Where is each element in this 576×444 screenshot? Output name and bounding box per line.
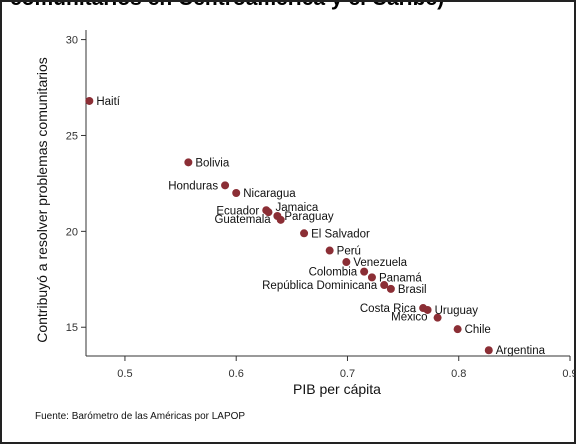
- point-label: Nicaragua: [243, 188, 296, 200]
- data-point: [386, 284, 395, 293]
- point-label: Panamá: [379, 272, 422, 284]
- data-point: [184, 158, 193, 167]
- data-point: [221, 181, 230, 190]
- data-point: [300, 229, 309, 238]
- chart-title-partial: comunitarios en Centroamérica y el Carib…: [0, 0, 576, 13]
- point-label: Guatemala: [214, 214, 271, 226]
- data-point: [380, 281, 389, 290]
- x-axis-title: PIB per cápita: [293, 381, 381, 397]
- data-point: [85, 96, 94, 105]
- point-label: Honduras: [168, 180, 218, 192]
- point-label: Uruguay: [435, 305, 479, 317]
- point-label: Brasil: [398, 284, 427, 296]
- x-tick-label: 0.6: [229, 368, 244, 380]
- data-points: [85, 96, 493, 355]
- point-label: México: [391, 312, 427, 324]
- data-point: [484, 346, 493, 355]
- data-point: [453, 325, 462, 334]
- data-point: [264, 208, 273, 217]
- data-point: [276, 215, 285, 224]
- point-label: Venezuela: [353, 257, 407, 269]
- point-label: Argentina: [496, 345, 546, 357]
- data-point: [360, 267, 369, 276]
- point-label: Costa Rica: [360, 303, 417, 315]
- data-point: [325, 246, 334, 255]
- data-point: [342, 258, 351, 267]
- point-label: Haití: [96, 96, 120, 108]
- point-label: El Salvador: [311, 228, 370, 240]
- y-axis-title: Contribuyó a resolver problemas comunita…: [34, 57, 50, 343]
- data-point: [423, 305, 432, 314]
- point-label: Jamaica: [275, 202, 318, 214]
- point-label: Colombia: [309, 267, 358, 279]
- x-tick-label: 0.8: [451, 368, 466, 380]
- y-tick-label: 15: [66, 322, 78, 334]
- point-label: Paraguay: [284, 211, 333, 223]
- point-label: República Dominicana: [262, 280, 378, 292]
- y-tick-label: 20: [66, 226, 78, 238]
- source-note: Fuente: Barómetro de las Américas por LA…: [35, 411, 246, 422]
- y-tick-label: 25: [66, 130, 78, 142]
- point-label: Perú: [337, 246, 361, 258]
- x-tick-label: 0.7: [340, 368, 355, 380]
- point-label: Chile: [465, 324, 491, 336]
- point-labels: Haití Bolivia Honduras Nicaragua Ecuador Jama…: [96, 96, 545, 357]
- x-tick-label: 0.5: [117, 368, 132, 380]
- point-label: Ecuador: [216, 205, 259, 217]
- data-point: [433, 313, 442, 322]
- y-tick-label: 30: [66, 35, 78, 47]
- data-point: [232, 189, 241, 197]
- x-tick-label: 0.9: [562, 368, 576, 380]
- point-label: Bolivia: [195, 157, 229, 169]
- axes: 15 20 25 30 0.5 0.6 0.7 0.8 0.9: [66, 30, 576, 380]
- data-point: [367, 273, 376, 282]
